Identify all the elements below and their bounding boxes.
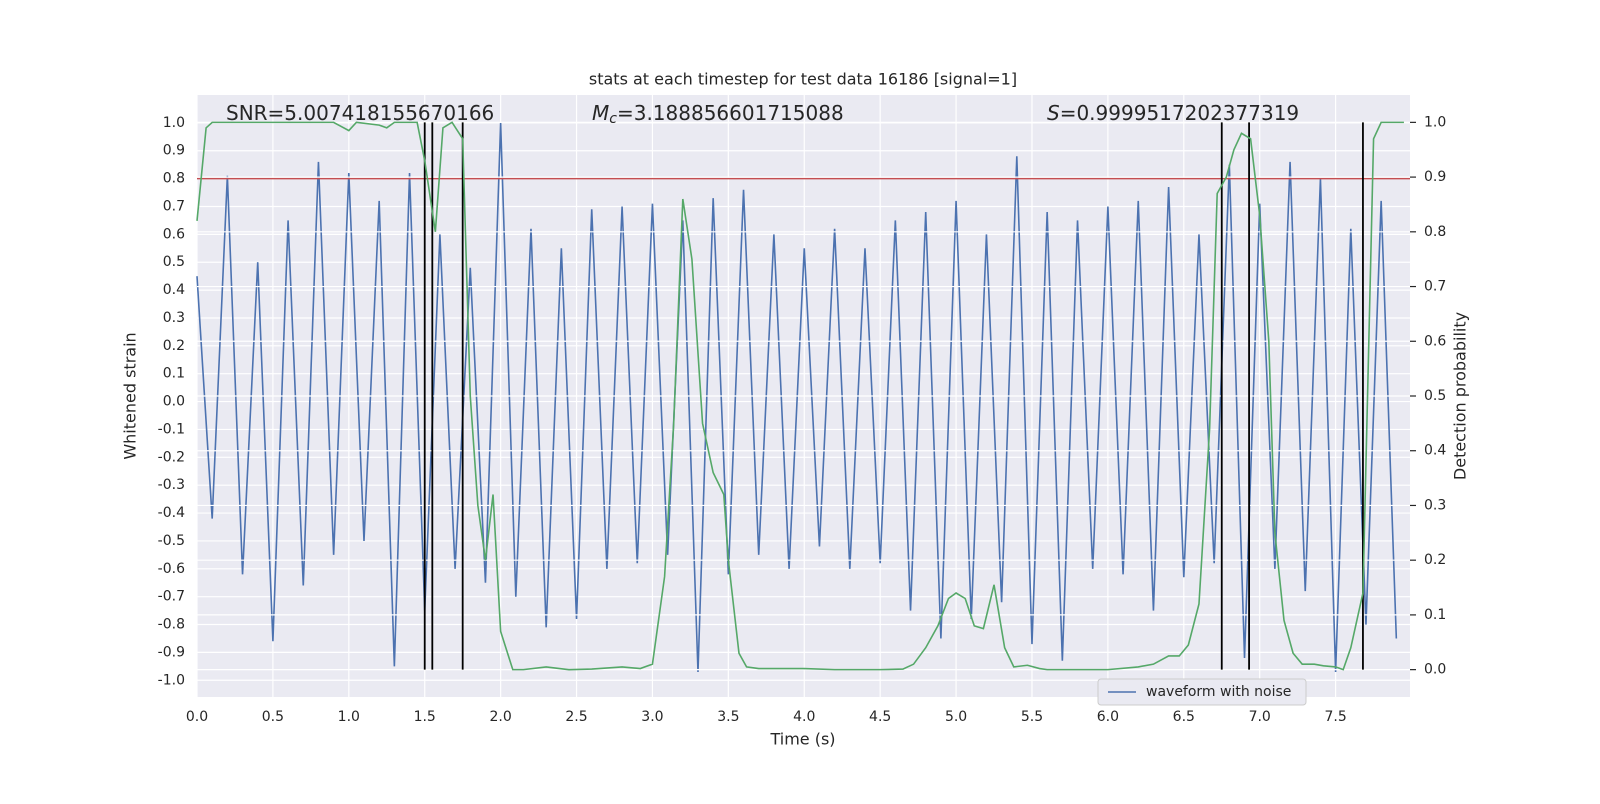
x-tick-label: 6.0 — [1097, 709, 1119, 725]
y2-tick-label: 0.0 — [1424, 662, 1446, 678]
x-tick-label: 1.5 — [414, 709, 436, 725]
legend-box — [1097, 678, 1307, 706]
chart-title: stats at each timestep for test data 161… — [589, 70, 1017, 89]
y2-tick-label: 1.0 — [1424, 114, 1446, 130]
y-tick-label: -0.9 — [158, 644, 185, 660]
y-tick-label: -0.2 — [158, 449, 185, 465]
annotation: Mc=3.188856601715088 — [592, 101, 844, 128]
x-tick-label: 4.0 — [793, 709, 815, 725]
y-tick-label: 1.0 — [163, 115, 185, 131]
annotation-text: =0.9999517202377319 — [1060, 101, 1299, 125]
x-tick-label: 2.0 — [489, 709, 511, 725]
x-tick-label: 5.0 — [945, 709, 967, 725]
x-tick-label: 0.0 — [186, 709, 208, 725]
y-tick-label: 0.2 — [163, 338, 185, 354]
y-tick-label: -1.0 — [158, 672, 185, 688]
y-tick-label: 0.8 — [163, 171, 185, 187]
y-tick-label: 0.4 — [163, 282, 185, 298]
annotation: SNR=5.007418155670166 — [226, 101, 494, 125]
y-tick-label: -0.8 — [158, 617, 185, 633]
annotation-text: SNR=5.007418155670166 — [226, 101, 494, 125]
y-tick-label: 0.7 — [163, 198, 185, 214]
series-line — [196, 122, 1398, 672]
y-tick-label: 0.3 — [163, 310, 185, 326]
legend-label: waveform with noise — [1146, 684, 1291, 700]
x-axis-label: Time (s) — [769, 730, 835, 749]
y-tick-label: -0.7 — [158, 589, 185, 605]
x-tick-label: 5.5 — [1021, 709, 1043, 725]
y2-tick-label: 0.5 — [1424, 388, 1446, 404]
series-line — [196, 121, 1404, 671]
y2-axis-label: Detection probability — [1451, 312, 1470, 480]
y2-tick-label: 0.8 — [1424, 224, 1446, 240]
x-tick-label: 4.5 — [869, 709, 891, 725]
annotation-subscript: c — [609, 111, 617, 127]
y-tick-label: 0.9 — [163, 143, 185, 159]
x-tick-label: 7.5 — [1324, 709, 1346, 725]
y2-tick-label: 0.1 — [1424, 607, 1446, 623]
x-tick-label: 3.0 — [641, 709, 663, 725]
x-tick-label: 3.5 — [717, 709, 739, 725]
y-tick-label: -0.3 — [158, 477, 185, 493]
y2-tick-label: 0.6 — [1424, 333, 1446, 349]
x-tick-label: 1.0 — [338, 709, 360, 725]
y-tick-label: -0.1 — [158, 421, 185, 437]
y-tick-label: 0.0 — [163, 394, 185, 410]
y-tick-label: 0.1 — [163, 366, 185, 382]
x-tick-label: 2.5 — [565, 709, 587, 725]
y2-tick-label: 0.2 — [1424, 552, 1446, 568]
x-tick-label: 7.0 — [1249, 709, 1271, 725]
y-axis-label: Whitened strain — [121, 332, 140, 459]
y2-tick-label: 0.9 — [1424, 169, 1446, 185]
annotation-symbol: M — [592, 101, 609, 125]
y-tick-label: -0.5 — [158, 533, 185, 549]
y2-tick-label: 0.7 — [1424, 279, 1446, 295]
annotation: S=0.9999517202377319 — [1047, 101, 1299, 125]
y-tick-label: -0.4 — [158, 505, 185, 521]
y2-tick-label: 0.4 — [1424, 443, 1446, 459]
annotation-symbol: S — [1047, 101, 1060, 125]
x-tick-label: 0.5 — [262, 709, 284, 725]
y-tick-label: 0.5 — [163, 254, 185, 270]
y-tick-label: 0.6 — [163, 226, 185, 242]
y-tick-label: -0.6 — [158, 561, 185, 577]
annotation-text: =3.188856601715088 — [617, 101, 844, 125]
y2-tick-label: 0.3 — [1424, 497, 1446, 513]
x-tick-label: 6.5 — [1173, 709, 1195, 725]
